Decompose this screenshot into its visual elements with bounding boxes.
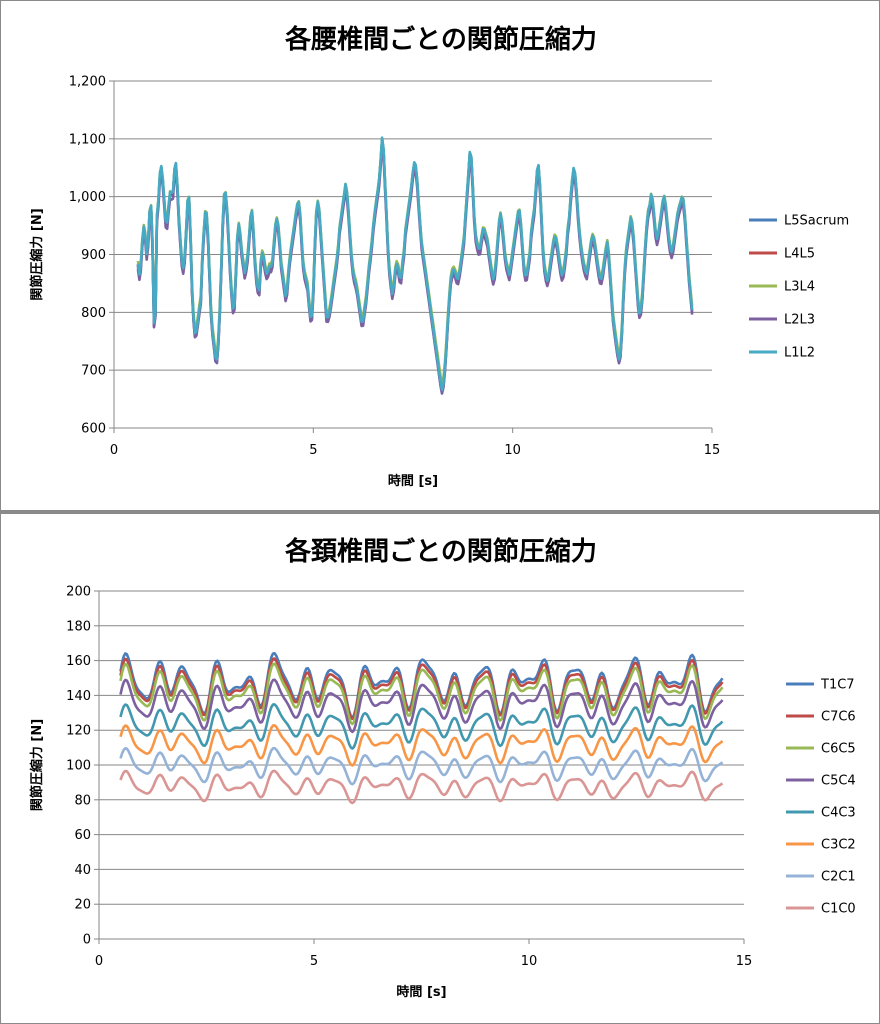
x-tick-label: 0 — [110, 443, 118, 458]
x-axis-label: 時間 [s] — [396, 984, 446, 1000]
cervical-chart: 各頚椎間ごとの関節圧縮力 0 20 40 60 80 100 120 140 160 180 200 0… — [29, 536, 856, 1000]
y-tick-label: 700 — [81, 364, 106, 379]
legend-label: C6C5 — [821, 742, 856, 757]
series-line-C6C5 — [119, 662, 724, 726]
lumbar-chart: 各腰椎間ごとの関節圧縮力 600 700 800 900 1,000 1,100 1,200 0… — [29, 24, 849, 489]
x-tick-label: 15 — [704, 443, 721, 458]
legend-label: C4C3 — [821, 806, 856, 821]
series-line-C1C0 — [119, 769, 724, 805]
y-tick-label: 0 — [83, 933, 91, 948]
y-tick-label: 180 — [66, 619, 91, 634]
y-tick-label: 60 — [74, 828, 91, 843]
y-tick-label: 100 — [66, 759, 91, 774]
legend-label: T1C7 — [820, 678, 855, 693]
y-tick-label: 1,200 — [69, 75, 106, 90]
series-line-L1L2 — [136, 136, 694, 392]
x-axis-label: 時間 [s] — [388, 473, 438, 489]
y-tick-label: 1,100 — [69, 132, 106, 147]
panel-divider — [0, 510, 880, 513]
lumbar-chart-panel: 各腰椎間ごとの関節圧縮力 600 700 800 900 1,000 1,100 1,200 0… — [0, 0, 880, 512]
y-tick-label: 80 — [74, 793, 91, 808]
legend-label: C5C4 — [821, 774, 856, 789]
y-tick-label: 1,000 — [69, 190, 106, 205]
legend-label: L5Sacrum — [784, 214, 849, 229]
legend-label: C3C2 — [821, 838, 856, 853]
x-tick-label: 10 — [504, 443, 521, 458]
series-line-C2C1 — [119, 746, 724, 786]
legend-label: L2L3 — [784, 313, 815, 328]
x-tick-label: 10 — [521, 954, 538, 969]
x-tick-label: 5 — [310, 954, 318, 969]
series-line-C7C6 — [119, 657, 724, 721]
legend-label: L3L4 — [784, 280, 815, 295]
y-tick-label: 600 — [81, 422, 106, 437]
y-tick-label: 40 — [74, 863, 91, 878]
y-tick-label: 900 — [81, 248, 106, 263]
series-line-C3C2 — [119, 724, 724, 767]
y-tick-label: 800 — [81, 306, 106, 321]
y-tick-label: 200 — [66, 585, 91, 600]
legend-label: C1C0 — [821, 902, 856, 917]
series-line-C4C3 — [119, 703, 724, 750]
x-tick-label: 0 — [95, 954, 103, 969]
chart-title: 各腰椎間ごとの関節圧縮力 — [284, 24, 597, 55]
y-axis-label: 関節圧縮力 [N] — [29, 719, 45, 811]
y-axis-label: 関節圧縮力 [N] — [29, 208, 45, 300]
x-tick-label: 15 — [736, 954, 753, 969]
chart-title: 各頚椎間ごとの関節圧縮力 — [284, 536, 597, 567]
y-tick-label: 160 — [66, 654, 91, 669]
y-tick-label: 120 — [66, 724, 91, 739]
legend-label: L4L5 — [784, 247, 815, 262]
legend-label: L1L2 — [784, 346, 815, 361]
y-tick-label: 140 — [66, 689, 91, 704]
cervical-chart-panel: 各頚椎間ごとの関節圧縮力 0 20 40 60 80 100 120 140 160 180 200 0… — [0, 513, 880, 1024]
series-line-C5C4 — [119, 678, 724, 734]
x-tick-label: 5 — [309, 443, 317, 458]
legend-label: C7C6 — [821, 710, 856, 725]
legend-label: C2C1 — [821, 870, 856, 885]
y-tick-label: 20 — [74, 898, 91, 913]
